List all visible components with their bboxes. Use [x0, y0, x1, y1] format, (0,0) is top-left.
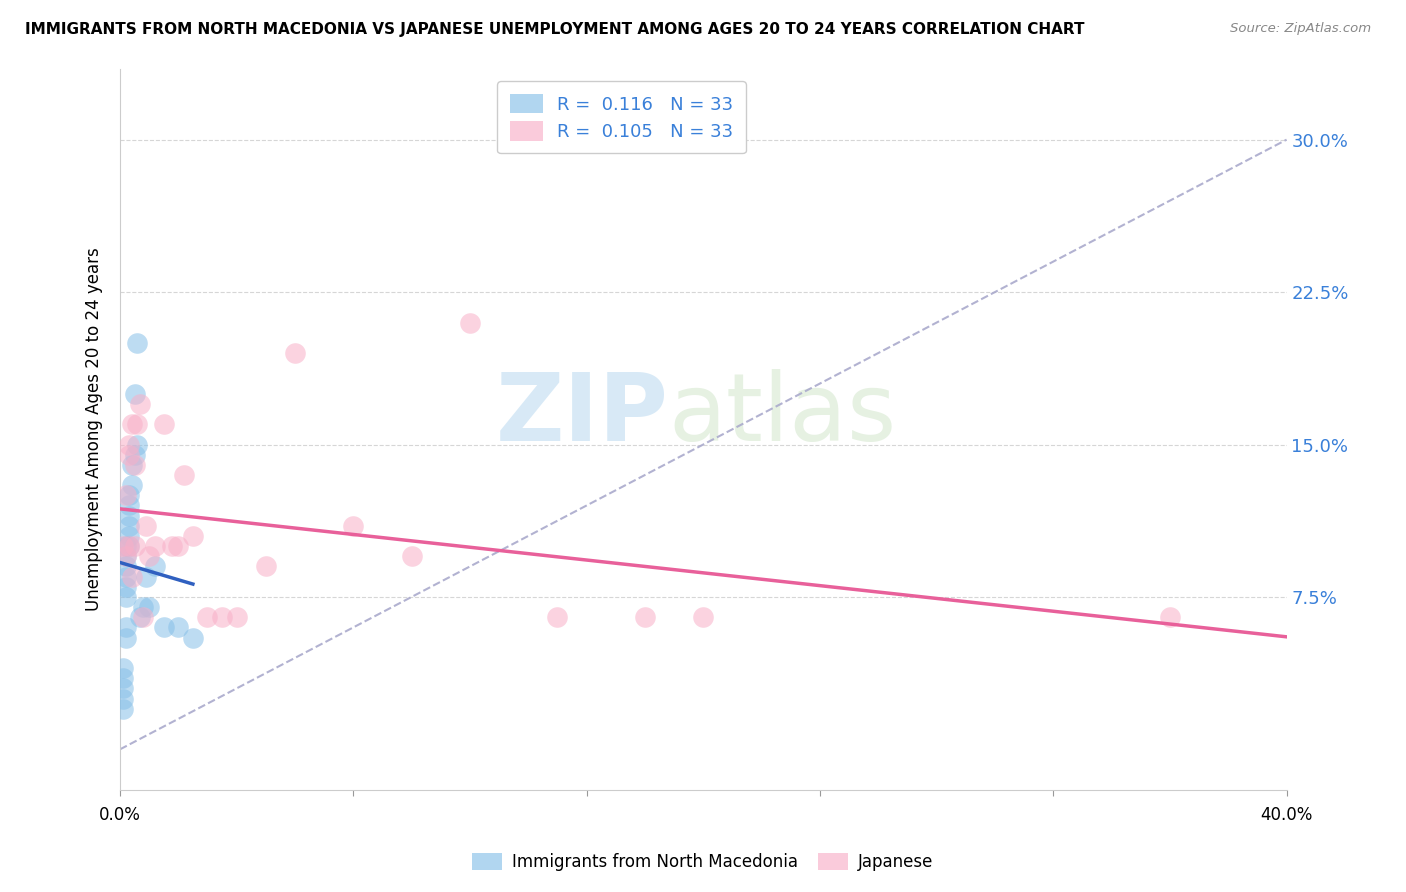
Point — [121, 478, 143, 492]
Point — [118, 539, 141, 553]
Point — [114, 580, 136, 594]
Point — [111, 702, 134, 716]
Point — [127, 437, 149, 451]
Point — [129, 397, 152, 411]
Point — [167, 539, 190, 553]
Point — [132, 610, 155, 624]
Text: IMMIGRANTS FROM NORTH MACEDONIA VS JAPANESE UNEMPLOYMENT AMONG AGES 20 TO 24 YEA: IMMIGRANTS FROM NORTH MACEDONIA VS JAPAN… — [25, 22, 1085, 37]
Point — [181, 631, 204, 645]
Point — [143, 559, 166, 574]
Point — [121, 458, 143, 472]
Point — [114, 488, 136, 502]
Point — [111, 539, 134, 553]
Point — [152, 620, 174, 634]
Point — [111, 681, 134, 696]
Point — [118, 518, 141, 533]
Point — [211, 610, 233, 624]
Point — [1159, 610, 1181, 624]
Point — [132, 600, 155, 615]
Point — [225, 610, 247, 624]
Point — [114, 559, 136, 574]
Text: 40.0%: 40.0% — [1260, 806, 1313, 824]
Text: Source: ZipAtlas.com: Source: ZipAtlas.com — [1230, 22, 1371, 36]
Point — [114, 620, 136, 634]
Point — [162, 539, 184, 553]
Point — [197, 610, 219, 624]
Point — [118, 437, 141, 451]
Text: atlas: atlas — [668, 368, 897, 461]
Point — [135, 569, 157, 583]
Point — [118, 499, 141, 513]
Point — [111, 691, 134, 706]
Point — [124, 539, 146, 553]
Text: ZIP: ZIP — [495, 368, 668, 461]
Point — [458, 316, 481, 330]
Point — [135, 518, 157, 533]
Point — [138, 549, 160, 564]
Point — [127, 417, 149, 432]
Point — [634, 610, 657, 624]
Point — [546, 610, 568, 624]
Point — [114, 590, 136, 604]
Point — [114, 569, 136, 583]
Point — [143, 539, 166, 553]
Point — [127, 335, 149, 350]
Legend: Immigrants from North Macedonia, Japanese: Immigrants from North Macedonia, Japanes… — [464, 845, 942, 880]
Text: 0.0%: 0.0% — [98, 806, 141, 824]
Point — [114, 631, 136, 645]
Point — [167, 620, 190, 634]
Point — [342, 518, 364, 533]
Point — [284, 346, 307, 360]
Point — [111, 671, 134, 685]
Point — [124, 386, 146, 401]
Point — [121, 569, 143, 583]
Point — [118, 529, 141, 543]
Point — [401, 549, 423, 564]
Point — [114, 549, 136, 564]
Point — [118, 539, 141, 553]
Point — [254, 559, 277, 574]
Point — [114, 549, 136, 564]
Point — [692, 610, 714, 624]
Point — [118, 488, 141, 502]
Point — [114, 539, 136, 553]
Point — [138, 600, 160, 615]
Point — [118, 508, 141, 523]
Legend: R =  0.116   N = 33, R =  0.105   N = 33: R = 0.116 N = 33, R = 0.105 N = 33 — [498, 81, 745, 153]
Y-axis label: Unemployment Among Ages 20 to 24 years: Unemployment Among Ages 20 to 24 years — [86, 247, 103, 611]
Point — [111, 661, 134, 675]
Point — [118, 448, 141, 462]
Point — [129, 610, 152, 624]
Point — [152, 417, 174, 432]
Point — [121, 417, 143, 432]
Point — [173, 467, 195, 482]
Point — [124, 458, 146, 472]
Point — [181, 529, 204, 543]
Point — [124, 448, 146, 462]
